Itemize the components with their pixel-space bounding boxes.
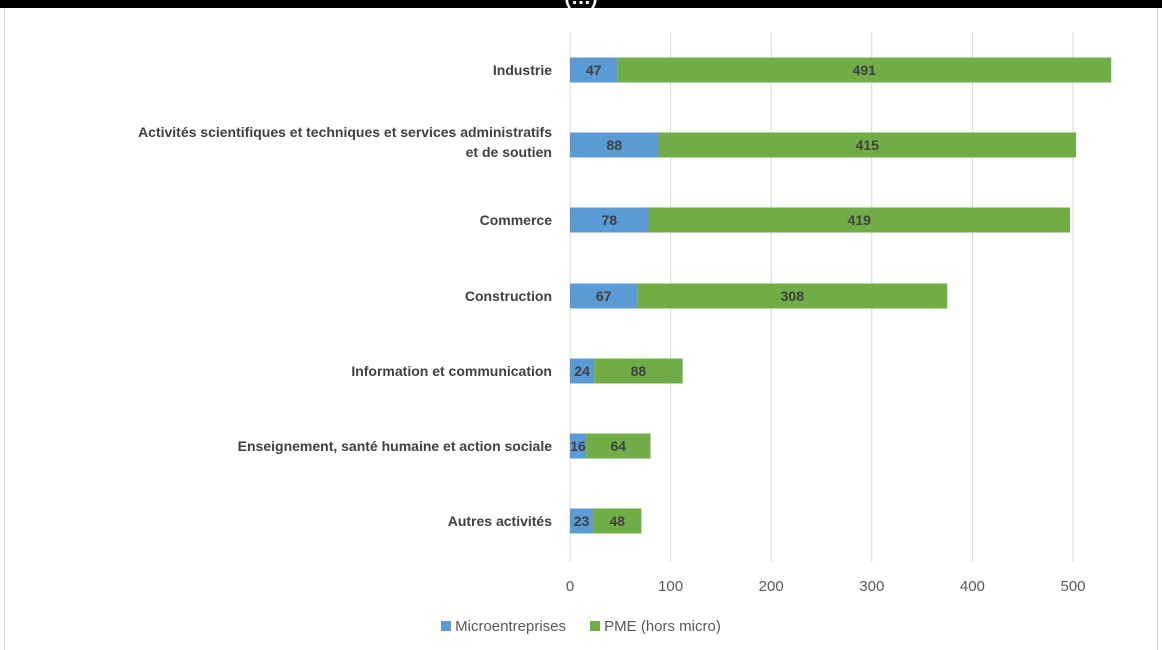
data-label-pme-1: 415 bbox=[856, 137, 880, 153]
category-label-line: et de soutien bbox=[466, 144, 552, 160]
frame-border-right bbox=[1157, 8, 1158, 650]
bar-pme-6 bbox=[593, 508, 642, 534]
legend-item-pme: PME (hors micro) bbox=[590, 618, 721, 635]
bar-pme-4 bbox=[594, 358, 683, 384]
bar-pme-3 bbox=[637, 283, 948, 309]
bar-micro-3 bbox=[570, 283, 638, 309]
legend-swatch-pme bbox=[590, 621, 601, 632]
x-tick-label-400: 400 bbox=[960, 578, 985, 595]
bar-micro-6 bbox=[570, 508, 594, 534]
data-label-micro-4: 24 bbox=[574, 363, 590, 379]
category-label-5: Enseignement, santé humaine et action so… bbox=[238, 438, 553, 454]
data-label-pme-2: 419 bbox=[848, 212, 872, 228]
category-label-1: Activités scientifiques et techniques et… bbox=[138, 124, 552, 160]
category-label-line: Autres activités bbox=[448, 513, 552, 529]
x-tick-label-500: 500 bbox=[1060, 578, 1085, 595]
category-label-2: Commerce bbox=[480, 212, 553, 228]
bar-micro-2 bbox=[570, 207, 649, 233]
data-label-micro-6: 23 bbox=[574, 513, 590, 529]
bar-pme-1 bbox=[658, 132, 1077, 158]
data-label-micro-2: 78 bbox=[601, 212, 617, 228]
bar-micro-0 bbox=[570, 57, 618, 83]
legend-item-microentreprises: Microentreprises bbox=[441, 618, 566, 635]
category-label-line: Industrie bbox=[493, 62, 552, 78]
data-label-micro-3: 67 bbox=[596, 288, 612, 304]
category-label-line: Construction bbox=[465, 288, 552, 304]
data-label-pme-5: 64 bbox=[610, 438, 626, 454]
frame-border-left bbox=[4, 8, 5, 650]
bar-micro-5 bbox=[570, 433, 587, 459]
bar-pme-0 bbox=[617, 57, 1112, 83]
category-label-4: Information et communication bbox=[351, 363, 552, 379]
data-label-pme-6: 48 bbox=[609, 513, 625, 529]
title-bar: (…) bbox=[0, 0, 1162, 8]
data-label-pme-3: 308 bbox=[781, 288, 805, 304]
bar-micro-4 bbox=[570, 358, 595, 384]
x-tick-label-300: 300 bbox=[859, 578, 884, 595]
x-tick-label-0: 0 bbox=[566, 578, 574, 595]
data-label-micro-0: 47 bbox=[586, 62, 602, 78]
data-label-micro-5: 16 bbox=[570, 438, 586, 454]
bar-pme-5 bbox=[586, 433, 651, 459]
legend-label-microentreprises: Microentreprises bbox=[455, 618, 566, 635]
data-label-micro-1: 88 bbox=[606, 137, 622, 153]
category-label-0: Industrie bbox=[493, 62, 552, 78]
category-label-line: Commerce bbox=[480, 212, 553, 228]
x-tick-label-100: 100 bbox=[658, 578, 683, 595]
category-label-line: Activités scientifiques et techniques et… bbox=[138, 124, 552, 140]
category-label-line: Enseignement, santé humaine et action so… bbox=[238, 438, 553, 454]
bar-pme-2 bbox=[648, 207, 1070, 233]
data-label-pme-4: 88 bbox=[631, 363, 647, 379]
legend: Microentreprises PME (hors micro) bbox=[0, 618, 1162, 635]
category-label-line: Information et communication bbox=[351, 363, 552, 379]
legend-swatch-microentreprises bbox=[441, 621, 452, 632]
data-label-pme-0: 491 bbox=[853, 62, 877, 78]
bar-micro-1 bbox=[570, 132, 659, 158]
x-tick-label-200: 200 bbox=[759, 578, 784, 595]
category-label-3: Construction bbox=[465, 288, 552, 304]
category-label-6: Autres activités bbox=[448, 513, 552, 529]
chart-title: (…) bbox=[0, 0, 1162, 8]
legend-label-pme: PME (hors micro) bbox=[604, 618, 721, 635]
